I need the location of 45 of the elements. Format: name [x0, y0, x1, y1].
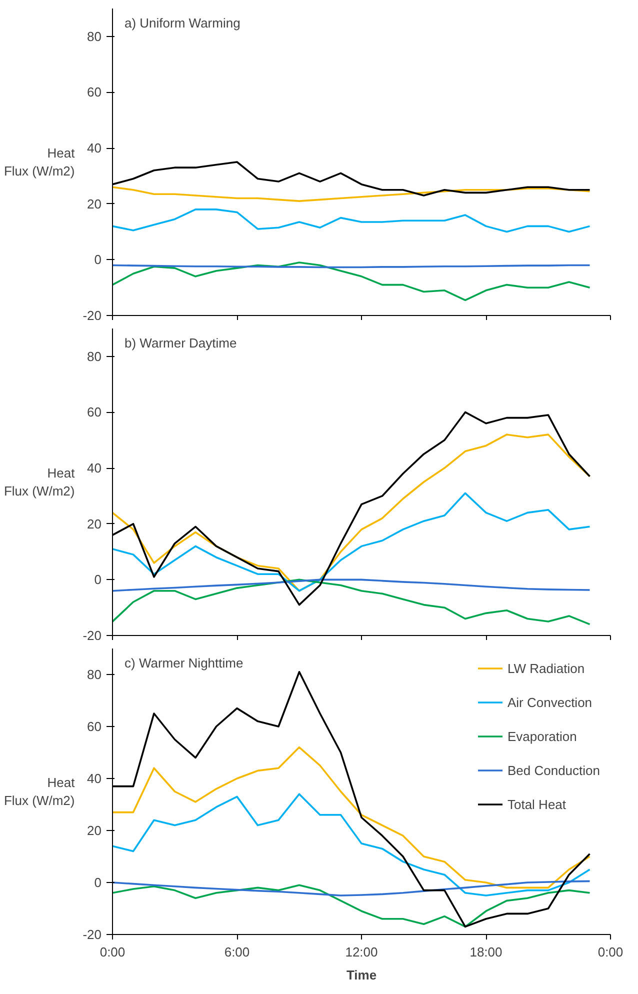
- x-tick-label: 12:00: [345, 944, 378, 960]
- y-tick-label: 20: [87, 196, 102, 212]
- y-tick-label: 80: [87, 28, 102, 44]
- x-tick-label: 18:00: [470, 944, 502, 960]
- line-series: [112, 793, 591, 896]
- text: a) Uniform Warming: [124, 16, 240, 30]
- y-axis-title: Heat Flux (W/m2): [4, 775, 76, 808]
- line-series: [112, 578, 591, 592]
- legend-label: Evaporation: [507, 728, 577, 744]
- y-tick-label: 0: [94, 875, 102, 890]
- x-tick-label: 6:00: [224, 944, 250, 960]
- y-tick-label: 80: [87, 348, 102, 364]
- legend-label: Bed Conduction: [507, 762, 600, 778]
- y-tick-label: 80: [87, 667, 102, 682]
- line-series: [112, 492, 591, 592]
- y-tick-label: -20: [82, 927, 102, 942]
- line-series: [112, 262, 591, 302]
- y-tick-label: 20: [87, 516, 102, 532]
- y-tick-label: 40: [87, 771, 102, 786]
- line-series: [112, 884, 591, 928]
- line-series: [112, 186, 591, 202]
- text: c) Warmer Nighttime: [124, 656, 244, 670]
- y-tick-label: 60: [87, 404, 102, 420]
- y-tick-label: 20: [87, 823, 102, 838]
- line-series: [112, 880, 591, 896]
- line-series: [112, 208, 591, 233]
- x-tick-label: 0:00: [100, 944, 126, 960]
- y-tick-label: -20: [82, 308, 102, 323]
- x-axis-title: Time: [346, 968, 377, 982]
- y-axis-title: Heat Flux (W/m2): [4, 146, 76, 178]
- y-axis-title: Heat Flux (W/m2): [4, 466, 76, 498]
- y-tick-label: 0: [94, 252, 102, 268]
- legend-label: LW Radiation: [507, 660, 585, 676]
- y-tick-label: 60: [87, 84, 102, 100]
- legend-label: Air Convection: [507, 694, 592, 710]
- y-tick-label: 40: [87, 140, 102, 156]
- legend-label: Total Heat: [507, 796, 566, 812]
- line-series: [112, 434, 591, 592]
- text: b) Warmer Daytime: [124, 336, 237, 350]
- y-tick-label: 40: [87, 460, 102, 476]
- x-tick-label: 0:00: [598, 944, 624, 960]
- y-tick-label: 0: [94, 572, 102, 588]
- y-tick-label: 60: [87, 719, 102, 734]
- y-tick-label: -20: [82, 628, 102, 643]
- line-series: [112, 578, 591, 626]
